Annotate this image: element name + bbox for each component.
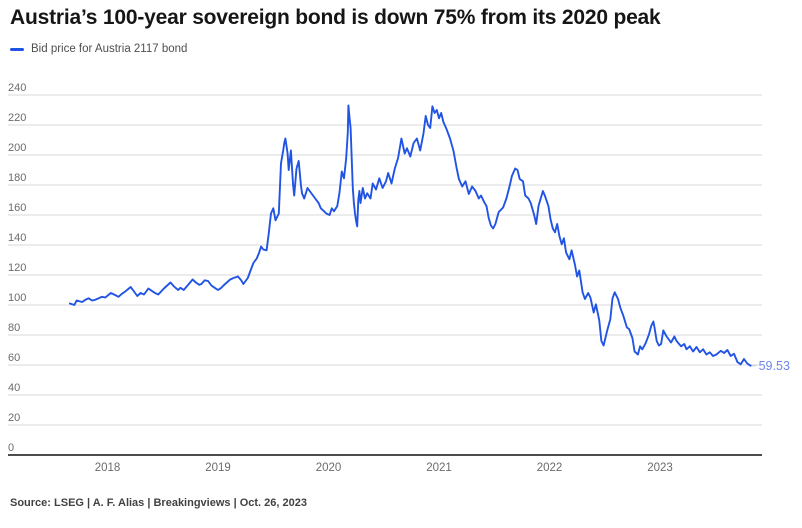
y-axis-tick-label: 240 [8, 82, 26, 94]
source-attribution: Source: LSEG | A. F. Alias | Breakingvie… [10, 497, 307, 509]
legend-line-swatch [10, 47, 24, 51]
chart-legend: Bid price for Austria 2117 bond [10, 43, 187, 55]
last-value-label: 59.53 [759, 359, 790, 373]
bond-price-line [68, 104, 752, 367]
x-axis-year-label: 2019 [205, 462, 231, 474]
y-axis-tick-label: 0 [8, 442, 14, 454]
y-axis-tick-label: 120 [8, 262, 26, 274]
y-axis-tick-label: 40 [8, 382, 20, 394]
y-axis-tick-label: 180 [8, 172, 26, 184]
y-axis-tick-label: 140 [8, 232, 26, 244]
x-axis-year-label: 2018 [95, 462, 121, 474]
y-axis-tick-label: 200 [8, 142, 26, 154]
y-axis-tick-label: 20 [8, 412, 20, 424]
y-axis-tick-label: 160 [8, 202, 26, 214]
legend-label: Bid price for Austria 2117 bond [31, 43, 188, 55]
y-axis-tick-label: 80 [8, 322, 20, 334]
y-axis-tick-label: 60 [8, 352, 20, 364]
x-axis-year-label: 2022 [537, 462, 563, 474]
y-axis-tick-label: 100 [8, 292, 26, 304]
x-axis-year-label: 2020 [316, 462, 342, 474]
x-axis-year-label: 2023 [647, 462, 673, 474]
chart-title: Austria’s 100-year sovereign bond is dow… [10, 6, 661, 29]
y-axis-tick-label: 220 [8, 112, 26, 124]
x-axis-year-label: 2021 [426, 462, 452, 474]
